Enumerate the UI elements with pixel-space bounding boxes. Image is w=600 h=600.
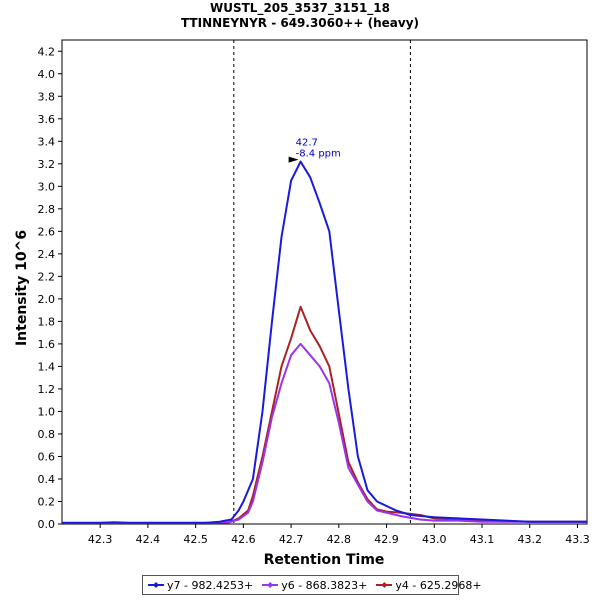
series-layer bbox=[62, 160, 587, 524]
x-tick-label: 42.3 bbox=[88, 533, 113, 546]
y-tick-label: 4.2 bbox=[38, 45, 56, 58]
legend-swatch bbox=[376, 584, 393, 586]
y-tick-label: 2.8 bbox=[38, 203, 56, 216]
x-tick-label: 42.7 bbox=[279, 533, 304, 546]
annotation-layer: 42.7-8.4 ppm bbox=[288, 138, 341, 163]
x-tick-label: 43.1 bbox=[470, 533, 495, 546]
y-tick-label: 1.0 bbox=[38, 405, 56, 418]
legend-label: y7 - 982.4253+ bbox=[167, 578, 254, 592]
y-tick-label: 1.8 bbox=[38, 315, 56, 328]
legend-swatch bbox=[262, 584, 279, 586]
y-tick-label: 2.0 bbox=[38, 293, 56, 306]
y-tick-label: 1.4 bbox=[38, 360, 56, 373]
y-tick-label: 1.2 bbox=[38, 383, 56, 396]
y-tick-label: 0.8 bbox=[38, 428, 56, 441]
chart-subtitle: TTINNEYNYR - 649.3060++ (heavy) bbox=[180, 16, 420, 30]
y-tick-label: 3.6 bbox=[38, 113, 56, 126]
y-tick-label: 3.2 bbox=[38, 158, 56, 171]
y-tick-label: 2.6 bbox=[38, 225, 56, 238]
x-axis-label: Retention Time bbox=[264, 552, 385, 568]
chart-title: WUSTL_205_3537_3151_18 bbox=[210, 1, 390, 15]
y-tick-label: 2.4 bbox=[38, 248, 56, 261]
legend-item: y7 - 982.4253+ bbox=[148, 579, 253, 592]
y-tick-label: 3.8 bbox=[38, 90, 56, 103]
x-tick-label: 43.2 bbox=[517, 533, 542, 546]
peak-annotation-text: 42.7 bbox=[296, 138, 318, 149]
legend: y7 - 982.4253+ y6 - 868.3823+ y4 - 625.296… bbox=[142, 575, 482, 595]
series-line bbox=[62, 305, 587, 524]
x-tick-label: 42.6 bbox=[231, 533, 256, 546]
legend-label: y6 - 868.3823+ bbox=[281, 578, 368, 592]
y-tick-label: 0.4 bbox=[38, 473, 56, 486]
legend-item: y4 - 625.2968+ bbox=[376, 578, 482, 592]
legend-item: y6 - 868.3823+ bbox=[262, 579, 367, 592]
chromatogram-chart: 42.3 42.4 42.5 42.6 42.7 42.8 42.9 43.0 43.1 43.2… bbox=[14, 39, 590, 568]
x-tick-label: 43.0 bbox=[422, 533, 447, 546]
series-line bbox=[62, 342, 587, 524]
x-tick-label: 42.5 bbox=[183, 533, 208, 546]
x-tick-label: 42.4 bbox=[136, 533, 161, 546]
peak-annotation-text: -8.4 ppm bbox=[296, 149, 341, 160]
legend-label: y4 - 625.2968+ bbox=[395, 578, 482, 592]
y-axis-label: Intensity 10^6 bbox=[14, 230, 30, 346]
x-tick-label: 42.8 bbox=[327, 533, 352, 546]
y-tick-label: 0.6 bbox=[38, 450, 56, 463]
y-tick-label: 3.4 bbox=[38, 135, 56, 148]
y-tick-label: 0.2 bbox=[38, 495, 56, 508]
peak-marker bbox=[288, 156, 299, 163]
y-tick-label: 0.0 bbox=[38, 518, 56, 531]
axes: 42.3 42.4 42.5 42.6 42.7 42.8 42.9 43.0 43.1 43.2… bbox=[38, 39, 590, 546]
x-tick-label: 43.3 bbox=[565, 533, 590, 546]
legend-swatch bbox=[148, 584, 164, 586]
x-tick-label: 42.9 bbox=[374, 533, 399, 546]
plot-frame bbox=[61, 39, 588, 525]
y-tick-label: 1.6 bbox=[38, 338, 56, 351]
y-tick-label: 3.0 bbox=[38, 180, 56, 193]
y-tick-label: 2.2 bbox=[38, 270, 56, 283]
series-line bbox=[62, 160, 587, 524]
y-tick-label: 4.0 bbox=[38, 68, 56, 81]
